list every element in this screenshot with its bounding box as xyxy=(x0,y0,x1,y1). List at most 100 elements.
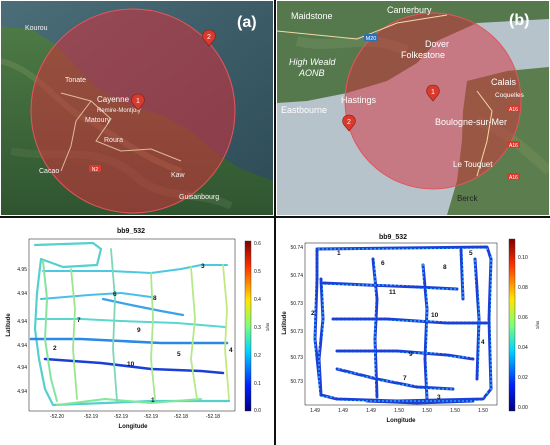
track-d-label-11: 11 xyxy=(389,289,396,296)
place-roura: Roura xyxy=(104,137,123,144)
marker-a-1[interactable]: 1 xyxy=(131,93,145,111)
marker-b-2[interactable]: 2 xyxy=(342,114,356,132)
plot-d-xlabel: Longitude xyxy=(387,418,417,424)
ytick-d-3: 50.73 xyxy=(290,329,303,335)
xtick-c-2: -52.19 xyxy=(114,414,128,420)
place-remire: Remire-Montjoly xyxy=(97,108,141,114)
place-highweald: High Weald xyxy=(289,57,336,67)
plot-c-ylabel: Latitude xyxy=(6,313,12,337)
track-c-label-3: 3 xyxy=(201,263,205,270)
marker-b-1[interactable]: 1 xyxy=(426,84,440,102)
plot-d-title: bb9_532 xyxy=(379,234,407,241)
ytick-c-2: 4.94 xyxy=(17,319,27,325)
ytick-c-1: 4.94 xyxy=(17,291,27,297)
xtick-c-1: -52.19 xyxy=(84,414,98,420)
track-c-6 xyxy=(40,292,152,300)
place-hastings: Hastings xyxy=(341,95,377,105)
marker-a-2[interactable]: 2 xyxy=(202,29,216,47)
road-a16-1: A16 xyxy=(509,107,518,113)
place-cayenne: Cayenne xyxy=(97,95,130,104)
map-a-svg: N2 Kourou Tonate Cayenne Remire-Montjoly… xyxy=(1,1,273,215)
track-c-5 xyxy=(150,272,156,400)
ytick-c-0: 4.95 xyxy=(17,267,27,273)
place-kaw: Kaw xyxy=(171,172,186,179)
plot-d-ylabel: Latitude xyxy=(282,311,288,335)
track-d-label-9: 9 xyxy=(409,351,413,358)
xtick-d-6: 1.50 xyxy=(478,408,488,414)
track-d-10 xyxy=(331,317,489,325)
track-c-label-5: 5 xyxy=(177,351,181,358)
track-d-label-6: 6 xyxy=(381,260,385,267)
track-d-4 xyxy=(473,257,481,381)
cbar-c-unit: 1/ns xyxy=(265,322,270,331)
track-d-label-2: 2 xyxy=(311,310,315,317)
track-c-label-2: 2 xyxy=(53,345,57,352)
road-a16-2: A16 xyxy=(509,143,518,149)
cbar-d-tick-0: 0.10 xyxy=(518,255,528,261)
marker-a-2-label: 2 xyxy=(207,34,211,41)
road-a16-3: A16 xyxy=(509,175,518,181)
place-kourou: Kourou xyxy=(25,25,48,32)
cbar-d-tick-5: 0.00 xyxy=(518,405,528,411)
track-d-11 xyxy=(321,281,459,291)
place-folkestone: Folkestone xyxy=(401,50,445,60)
track-c-label-1: 1 xyxy=(151,397,155,404)
xtick-d-5: 1.50 xyxy=(450,408,460,414)
cbar-c-tick-4: 0.2 xyxy=(254,353,261,359)
cbar-c-tick-2: 0.4 xyxy=(254,297,261,303)
track-c-10 xyxy=(43,357,225,375)
track-c-label-8: 8 xyxy=(153,295,157,302)
place-berck: Berck xyxy=(457,194,478,203)
panel-divider-horizontal xyxy=(0,216,550,218)
road-m20: M20 xyxy=(366,36,377,42)
panel-letter-b: (b) xyxy=(509,12,529,29)
track-d-label-3: 3 xyxy=(437,394,441,401)
marker-b-1-label: 1 xyxy=(431,89,435,96)
xtick-d-3: 1.50 xyxy=(394,408,404,414)
track-d-label-8: 8 xyxy=(443,264,447,271)
track-c-8 xyxy=(101,297,185,317)
colorbar-c xyxy=(244,240,252,412)
track-d-3 xyxy=(365,399,475,405)
cbar-c-tick-5: 0.1 xyxy=(254,381,261,387)
road-label-n2: N2 xyxy=(92,167,99,173)
cbar-d-unit: 1/ns xyxy=(535,320,540,329)
track-c-2 xyxy=(42,260,58,402)
track-d-outer xyxy=(313,245,493,403)
track-d-label-1: 1 xyxy=(337,250,341,257)
xtick-d-4: 1.50 xyxy=(422,408,432,414)
track-d-label-4: 4 xyxy=(481,339,485,346)
ytick-d-2: 50.73 xyxy=(290,301,303,307)
place-matoury: Matoury xyxy=(85,117,111,124)
map-b-svg: M20 A16 A16 A16 Maidstone Canterbury Dov… xyxy=(277,1,549,215)
track-d-label-5: 5 xyxy=(469,250,473,257)
map-panel-a: N2 Kourou Tonate Cayenne Remire-Montjoly… xyxy=(1,1,273,215)
track-c-3 xyxy=(42,264,228,274)
cbar-c-tick-1: 0.5 xyxy=(254,269,261,275)
track-c-label-7: 7 xyxy=(77,317,81,324)
track-c-label-10: 10 xyxy=(127,361,135,368)
xtick-d-1: 1.49 xyxy=(338,408,348,414)
track-d-label-7: 7 xyxy=(403,375,407,382)
place-maidstone: Maidstone xyxy=(291,11,333,21)
cbar-d-tick-1: 0.08 xyxy=(518,285,528,291)
ytick-c-4: 4.94 xyxy=(17,365,27,371)
plot-panel-d: bb9_532 1 2 3 4 5 xyxy=(277,219,549,444)
ytick-d-0: 50.74 xyxy=(290,245,303,251)
track-d-2 xyxy=(317,277,325,397)
plot-d-svg: bb9_532 1 2 3 4 5 xyxy=(282,234,540,424)
colorbar-d xyxy=(508,238,516,412)
place-canterbury: Canterbury xyxy=(387,5,432,15)
place-cacao: Cacao xyxy=(39,168,59,175)
place-aonb: AONB xyxy=(298,68,325,78)
track-c-v3 xyxy=(110,248,118,402)
ytick-d-5: 50.73 xyxy=(290,379,303,385)
place-coquelles: Coquelles xyxy=(495,92,525,99)
ytick-d-1: 50.74 xyxy=(290,273,303,279)
range-circle-a xyxy=(30,8,236,214)
plot-c-xlabel: Longitude xyxy=(119,424,149,430)
track-d-label-10: 10 xyxy=(431,312,439,319)
place-guisanbourg: Guisanbourg xyxy=(179,194,219,201)
track-c-9 xyxy=(29,337,229,345)
